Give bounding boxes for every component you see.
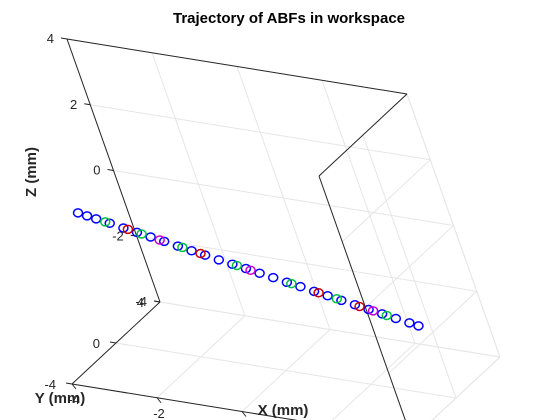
grid-line xyxy=(331,342,416,420)
grid-line xyxy=(388,290,478,374)
axis-layer xyxy=(60,37,408,420)
trajectory-point xyxy=(376,309,388,319)
box-edge xyxy=(318,93,408,177)
trajectory-point xyxy=(413,321,424,331)
grid-line xyxy=(431,356,501,420)
x-axis-line xyxy=(71,383,298,420)
z-tick-mark xyxy=(60,37,68,40)
x-tick-mark xyxy=(156,397,162,404)
trajectory-point xyxy=(254,268,265,278)
trajectory-point xyxy=(90,214,102,224)
trajectory-point xyxy=(213,255,225,265)
x-tick-mark xyxy=(241,411,247,417)
grid-line xyxy=(159,301,501,358)
trajectory-point xyxy=(349,300,361,310)
x-tick-mark xyxy=(71,383,77,390)
grid-line xyxy=(115,342,457,399)
grid-line xyxy=(136,235,477,292)
y-axis-label: Y (mm) xyxy=(35,390,86,407)
y-tick-mark xyxy=(109,341,117,344)
trajectory-point xyxy=(186,246,197,256)
trajectory-point xyxy=(363,304,374,315)
chart-title: Trajectory of ABFs in workspace xyxy=(173,10,405,27)
trajectory-point xyxy=(245,265,256,275)
trajectory-point xyxy=(122,224,134,235)
trajectory-point xyxy=(158,236,170,247)
z-tick-label: 4 xyxy=(47,31,54,46)
y-tick-label: 0 xyxy=(93,336,100,351)
y-tick-label: 4 xyxy=(137,295,144,310)
y-tick-mark xyxy=(65,382,73,385)
grid-line xyxy=(90,104,431,161)
grid-line xyxy=(71,383,298,420)
data-points xyxy=(72,208,424,331)
trajectory-point xyxy=(131,227,143,238)
z-tick-label: -4 xyxy=(135,294,147,309)
x-tick-label: -2 xyxy=(153,406,165,420)
trajectory-point xyxy=(81,211,93,221)
grid-line xyxy=(431,356,501,420)
trajectory-point xyxy=(99,217,111,227)
trajectory-point xyxy=(404,318,415,328)
trajectory-point xyxy=(313,287,324,298)
trajectory-point xyxy=(195,248,206,259)
trajectory-point xyxy=(295,281,306,292)
trajectory-point xyxy=(367,306,379,316)
z-tick-label: 2 xyxy=(70,97,77,112)
trajectory-point xyxy=(308,286,320,297)
z-tick-label: 0 xyxy=(93,163,100,178)
z-tick-mark xyxy=(153,300,161,303)
trajectory-point xyxy=(286,278,297,289)
z-tick-label: -2 xyxy=(112,228,124,243)
trajectory-point xyxy=(281,277,293,288)
grid-line xyxy=(113,170,454,226)
trajectory-point xyxy=(72,208,84,218)
grid-line xyxy=(365,225,454,308)
z-tick-mark xyxy=(84,103,91,106)
trajectory-point xyxy=(267,272,279,283)
trajectory-point xyxy=(381,310,393,321)
trajectory-point xyxy=(154,235,165,245)
x-tick-label: -4 xyxy=(68,392,80,407)
box-edge xyxy=(318,175,406,420)
y-tick-label: -4 xyxy=(44,377,56,392)
trajectory-point xyxy=(231,260,243,271)
trajectory-point xyxy=(354,301,365,312)
trajectory-point xyxy=(104,218,115,229)
grid-line xyxy=(341,159,431,243)
trajectory-point xyxy=(145,232,156,242)
trajectory-point xyxy=(240,263,252,274)
trajectory-point xyxy=(172,241,184,251)
trajectory-point xyxy=(390,313,402,324)
z-axis-label: Z (mm) xyxy=(23,147,40,197)
trajectory-point xyxy=(227,259,238,269)
box-edge xyxy=(66,38,408,95)
trajectory-point xyxy=(118,223,129,233)
trajectory-point xyxy=(177,242,188,253)
trajectory-point xyxy=(322,290,333,301)
x-axis-label: X (mm) xyxy=(258,402,309,419)
trajectory-point xyxy=(136,229,147,239)
trajectory-point xyxy=(199,250,211,260)
z-tick-mark xyxy=(107,169,114,171)
trajectory-point xyxy=(331,293,343,304)
trajectory-point xyxy=(336,295,347,306)
